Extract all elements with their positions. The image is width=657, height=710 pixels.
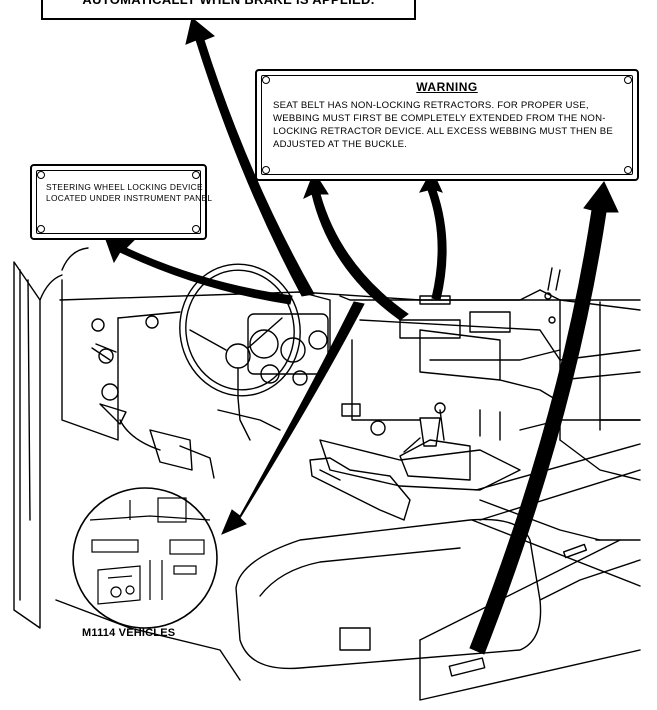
radio-panel: [399, 319, 461, 339]
arrow-to-steering-plate: [103, 233, 293, 305]
brake-info-plate: AUTOMATICALLY WHEN BRAKE IS APPLIED.: [41, 0, 416, 20]
arrow-right-long: [469, 181, 619, 655]
screw-icon: [262, 166, 270, 174]
arrow-to-warning-plate-right: [419, 168, 447, 301]
screw-icon: [262, 76, 270, 84]
dashboard: [59, 291, 641, 311]
warning-body: SEAT BELT HAS NON-LOCKING RETRACTORS. FO…: [273, 100, 613, 150]
screw-icon: [37, 225, 45, 233]
screw-icon: [624, 76, 632, 84]
arrow-to-warning-plate-left: [303, 170, 409, 321]
inset-caption: M1114 VEHICLES: [82, 627, 176, 639]
left-door-frame: [13, 261, 41, 629]
screw-icon: [37, 171, 45, 179]
steering-wheel: [179, 263, 301, 397]
warning-title: WARNING: [416, 80, 478, 94]
screw-icon: [192, 171, 200, 179]
screw-icon: [624, 166, 632, 174]
center-console: [319, 439, 521, 491]
steering-lock-plate: STEERING WHEEL LOCKING DEVICE LOCATED UN…: [30, 164, 212, 240]
brake-info-text: AUTOMATICALLY WHEN BRAKE IS APPLIED.: [43, 0, 414, 7]
warning-plate: WARNING SEAT BELT HAS NON-LOCKING RETRAC…: [255, 69, 639, 181]
arrow-to-inset: [221, 301, 365, 535]
screw-icon: [192, 225, 200, 233]
left-pillar: [39, 274, 63, 301]
seat-cushion: [235, 518, 542, 670]
arrow-to-top-plate: [185, 17, 315, 297]
steering-hub: [225, 343, 251, 369]
instrument-cluster: [247, 313, 329, 375]
floor-edge: [55, 599, 241, 681]
steering-lock-text: STEERING WHEEL LOCKING DEVICE LOCATED UN…: [46, 182, 213, 203]
m1114-inset: [72, 487, 218, 629]
